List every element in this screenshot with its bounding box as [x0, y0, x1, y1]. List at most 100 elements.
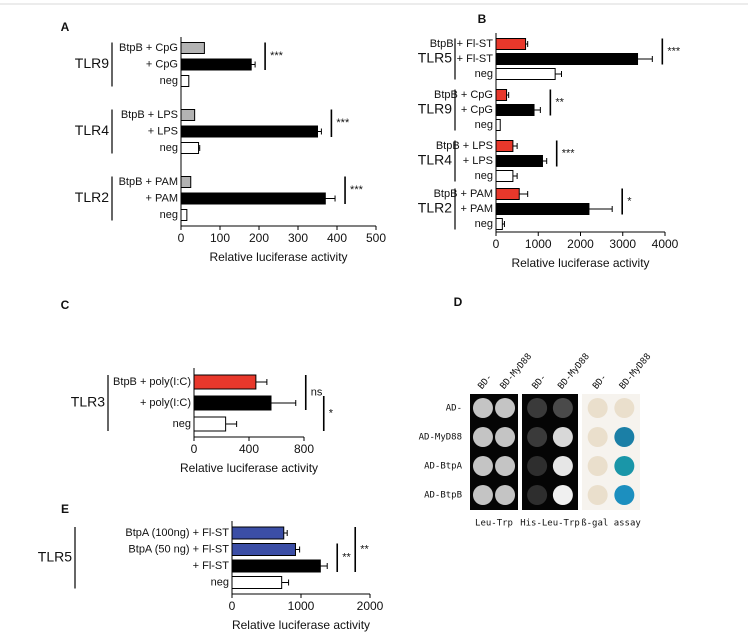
category-label: neg — [160, 75, 178, 87]
significance-label: ** — [360, 543, 369, 555]
significance-label: *** — [562, 147, 576, 159]
bar — [180, 209, 188, 221]
category-label: neg — [475, 218, 493, 230]
bar — [180, 176, 192, 188]
bar — [495, 188, 520, 200]
x-tick-label: 4000 — [652, 237, 679, 251]
category-label: + CpG — [461, 104, 493, 116]
bar — [495, 140, 514, 152]
bar — [193, 416, 227, 432]
colony-spot — [472, 485, 493, 505]
category-label: + poly(I:C) — [140, 397, 191, 409]
category-label: neg — [173, 418, 191, 430]
category-label: + Fl-ST — [193, 560, 230, 572]
colony-spot — [552, 485, 573, 505]
bar — [495, 170, 514, 182]
plate-caption: His-Leu-Trp — [520, 519, 580, 529]
panel-letter: B — [478, 12, 487, 26]
colony-spot — [614, 427, 635, 447]
plate-caption: ß-gal assay — [581, 519, 641, 529]
x-tick-label: 0 — [178, 231, 185, 245]
bar — [180, 75, 190, 87]
category-label: neg — [475, 119, 493, 131]
column-label: BD- — [591, 373, 609, 392]
x-tick-label: 200 — [249, 231, 269, 245]
category-label: + Fl-ST — [457, 53, 494, 65]
category-label: BtpB + poly(I:C) — [113, 376, 191, 388]
bar — [231, 559, 321, 573]
x-tick-label: 100 — [210, 231, 230, 245]
significance-label: *** — [350, 184, 364, 196]
x-tick-label: 2000 — [567, 237, 594, 251]
bar — [495, 89, 508, 101]
significance-label: *** — [667, 45, 681, 57]
bar — [193, 374, 257, 390]
bar — [180, 42, 205, 54]
group-name: TLR5 — [38, 548, 72, 564]
category-label: neg — [211, 576, 229, 588]
category-label: + LPS — [463, 155, 493, 167]
colony-spot — [495, 427, 516, 447]
x-tick-label: 0 — [191, 442, 198, 456]
panel-letter: D — [454, 295, 463, 309]
category-label: neg — [160, 142, 178, 154]
bar — [180, 58, 252, 71]
group-name: TLR4 — [418, 152, 452, 168]
row-label: AD-BtpB — [424, 491, 462, 501]
bar — [495, 53, 639, 65]
category-label: BtpB + CpG — [434, 89, 493, 101]
bar — [193, 395, 272, 411]
bar — [495, 119, 501, 131]
colony-spot — [527, 427, 548, 447]
bar — [231, 543, 296, 556]
significance-label: * — [627, 195, 632, 207]
colony-spot — [587, 427, 608, 447]
group-name: TLR9 — [418, 101, 452, 117]
x-tick-label: 400 — [327, 231, 347, 245]
category-label: BtpB + PAM — [119, 176, 178, 188]
column-label: BD-MyD88 — [618, 352, 654, 392]
group-name: TLR2 — [75, 189, 109, 205]
row-label: AD-MyD88 — [419, 433, 462, 443]
significance-label: * — [329, 407, 334, 419]
bar — [495, 38, 527, 50]
bar — [231, 576, 283, 589]
category-label: + LPS — [148, 125, 178, 137]
x-tick-label: 300 — [288, 231, 308, 245]
x-axis-label: Relative luciferase activity — [511, 256, 649, 270]
x-tick-label: 800 — [294, 442, 314, 456]
group-name: TLR3 — [71, 394, 105, 410]
bar — [495, 203, 590, 215]
significance-label: *** — [270, 50, 284, 62]
category-label: + PAM — [460, 203, 493, 215]
x-tick-label: 1000 — [288, 599, 315, 613]
panel-letter: E — [61, 502, 69, 516]
category-label: BtpB + LPS — [121, 109, 178, 121]
column-label: BD- — [531, 373, 549, 392]
x-tick-label: 2000 — [357, 599, 384, 613]
colony-spot — [472, 456, 493, 476]
significance-label: ** — [342, 552, 351, 564]
column-label: BD- — [477, 373, 495, 392]
category-label: neg — [475, 170, 493, 182]
x-tick-label: 400 — [239, 442, 259, 456]
bar — [495, 155, 543, 167]
bar — [180, 125, 318, 138]
category-label: BtpB + CpG — [119, 42, 178, 54]
category-label: BtpA (50 ng) + Fl-ST — [128, 543, 229, 555]
bar — [495, 104, 535, 116]
x-tick-label: 3000 — [609, 237, 636, 251]
bar — [495, 218, 503, 230]
colony-spot — [495, 456, 516, 476]
colony-spot — [527, 456, 548, 476]
colony-spot — [472, 427, 493, 447]
colony-spot — [587, 398, 608, 418]
colony-spot — [495, 398, 516, 418]
colony-spot — [614, 398, 635, 418]
colony-spot — [587, 485, 608, 505]
bar — [495, 68, 556, 80]
x-axis-label: Relative luciferase activity — [209, 250, 347, 264]
x-tick-label: 0 — [493, 237, 500, 251]
significance-label: *** — [336, 117, 350, 129]
category-label: + CpG — [146, 58, 178, 70]
